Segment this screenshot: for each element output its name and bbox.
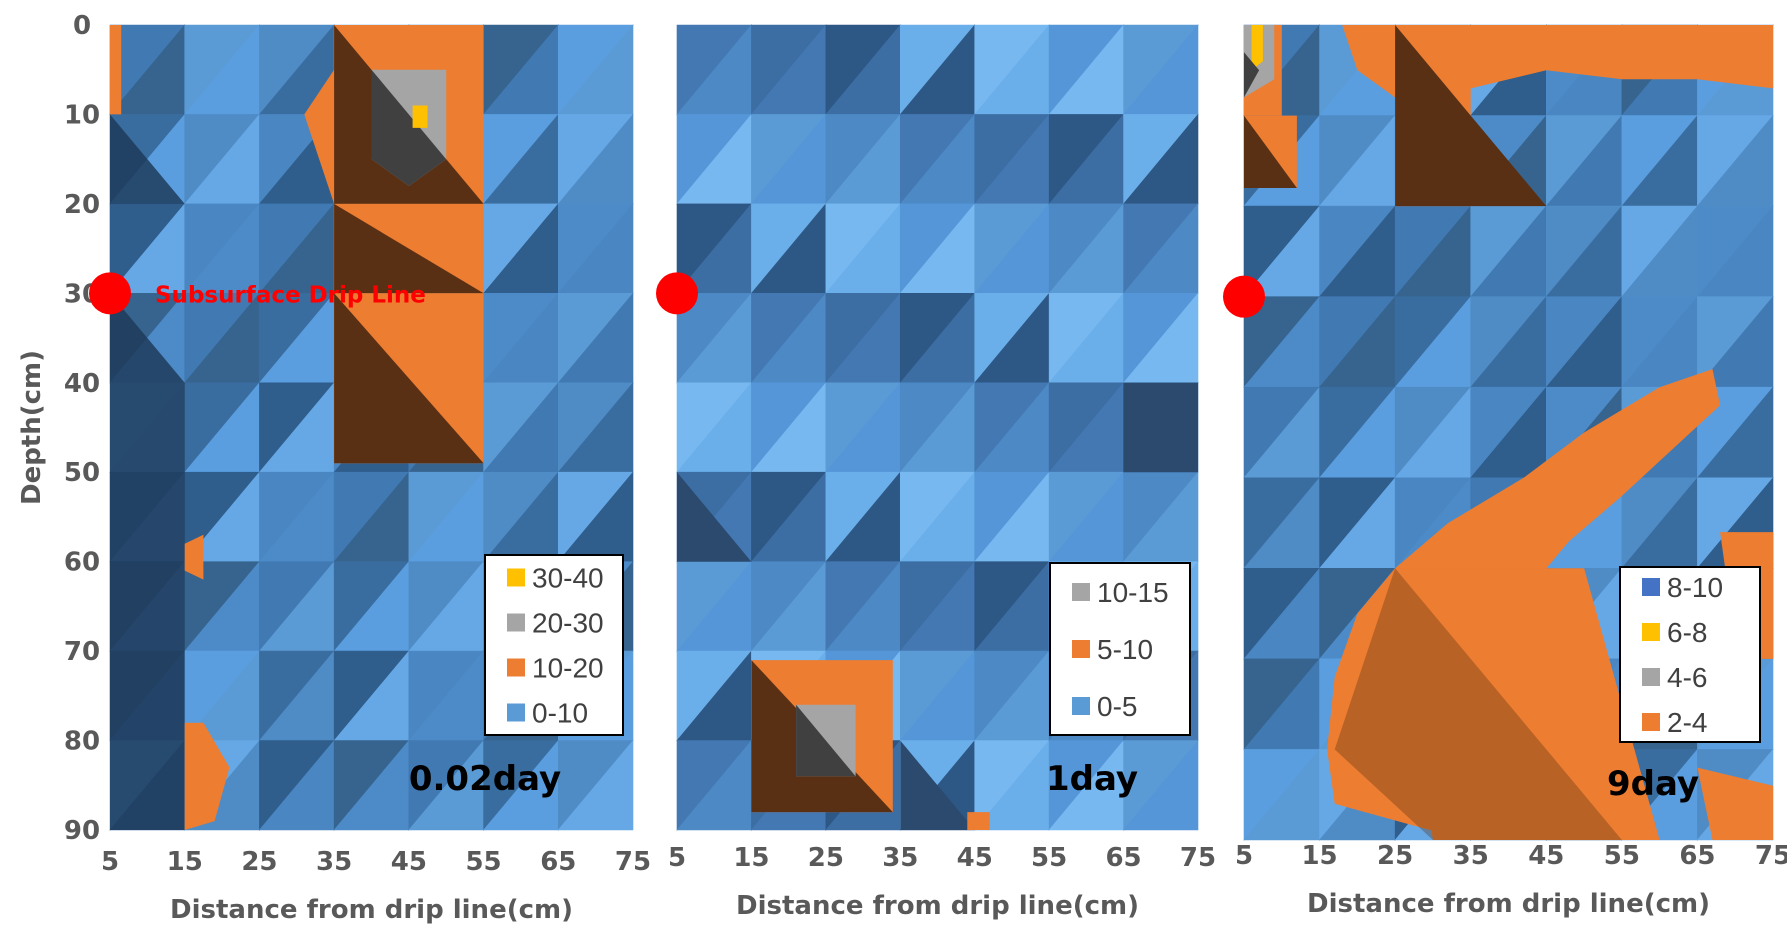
contour-region: [1395, 568, 1660, 840]
day-label: 1day: [1046, 759, 1138, 799]
x-axis-title: Distance from drip line(cm): [736, 891, 1139, 921]
y-tick-label: 50: [64, 458, 100, 488]
contour-region: [1334, 568, 1622, 840]
heatmap-panel: 5 15 25 35 45 55 65 75 Distance from drip line(c…: [17, 11, 651, 925]
contour-region: [1244, 52, 1260, 98]
contour-region: [1123, 382, 1198, 473]
legend-label: 20-30: [532, 608, 604, 639]
x-tick-label: 75: [615, 847, 651, 877]
x-tick-label: 25: [241, 847, 277, 877]
legend-label: 10-15: [1097, 577, 1169, 608]
x-axis-title: Distance from drip line(cm): [170, 895, 573, 925]
contour-region: [1395, 25, 1547, 207]
legend-label: 4-6: [1667, 662, 1707, 693]
x-tick-label: 5: [101, 847, 119, 877]
x-tick-label: 75: [1755, 841, 1787, 871]
legend-label: 0-10: [532, 698, 588, 729]
day-label: 0.02day: [409, 759, 561, 799]
legend-label: 8-10: [1667, 572, 1723, 603]
x-tick-label: 5: [1235, 841, 1253, 871]
drip-line-marker: [1223, 275, 1265, 318]
contour-region: [110, 114, 185, 204]
contour-region: [1697, 767, 1773, 840]
heatmap-cell: [557, 739, 634, 831]
day-label: 9day: [1607, 764, 1699, 804]
legend-swatch: [1642, 668, 1660, 686]
contour-region: [967, 812, 990, 830]
legend-label: 10-20: [532, 653, 604, 684]
contour-region: [796, 704, 856, 777]
y-tick-label: 70: [64, 637, 100, 667]
legend-swatch: [1642, 623, 1660, 641]
x-axis-title: Distance from drip line(cm): [1307, 889, 1710, 919]
contour-region: [677, 472, 752, 562]
contour-region: [371, 69, 447, 186]
contour-region: [110, 293, 185, 830]
x-tick-label: 45: [391, 847, 427, 877]
legend-swatch: [507, 658, 525, 677]
x-tick-label: 15: [167, 847, 203, 877]
legend-label: 6-8: [1667, 617, 1707, 648]
y-tick-label: 10: [64, 100, 100, 130]
y-tick-label: 40: [64, 369, 100, 399]
x-tick-label: 45: [1528, 841, 1564, 871]
x-tick-label: 65: [1679, 841, 1715, 871]
y-tick-label: 20: [64, 190, 100, 220]
x-tick-label: 55: [465, 847, 501, 877]
legend-swatch: [507, 568, 525, 587]
legend-label: 0-5: [1097, 691, 1137, 722]
x-tick-label: 25: [808, 843, 844, 873]
legend-swatch: [507, 703, 525, 722]
x-tick-label: 35: [1453, 841, 1489, 871]
x-tick-label: 5: [668, 843, 686, 873]
heatmap-cell: [1122, 739, 1199, 831]
legend-swatch: [1642, 713, 1660, 731]
x-tick-label: 15: [1301, 841, 1337, 871]
legend-label: 5-10: [1097, 634, 1153, 665]
x-tick-label: 15: [733, 843, 769, 873]
drip-line-marker: [656, 272, 698, 315]
legend-swatch: [507, 613, 525, 632]
heatmap-panel: 5 15 25 35 45 55 65 75 Distance from drip line(c…: [656, 24, 1216, 921]
x-tick-label: 65: [540, 847, 576, 877]
y-tick-label: 80: [64, 727, 100, 757]
y-tick-label: 90: [64, 816, 100, 846]
legend-swatch: [1072, 697, 1090, 715]
contour-region: [334, 293, 484, 464]
contour-region: [184, 534, 204, 580]
contour-region: [1244, 115, 1297, 188]
contour-region: [184, 722, 230, 830]
y-tick-label: 0: [73, 11, 91, 41]
legend-box: [1619, 566, 1761, 743]
legend-swatch: [1072, 583, 1090, 601]
contour-region: [900, 740, 975, 830]
contour-region: [110, 25, 122, 115]
legend-label: 30-40: [532, 563, 604, 594]
y-axis-title: Depth(cm): [17, 350, 47, 505]
legend-label: 2-4: [1667, 707, 1707, 738]
drip-line-annotation: Subsurface Drip Line: [155, 282, 426, 308]
x-tick-label: 75: [1180, 843, 1216, 873]
legend-swatch: [1072, 640, 1090, 658]
x-tick-label: 35: [882, 843, 918, 873]
x-tick-label: 35: [316, 847, 352, 877]
legend-swatch: [1642, 578, 1660, 596]
y-tick-label: 60: [64, 548, 100, 578]
contour-region: [334, 203, 484, 294]
contour-region: [412, 105, 428, 128]
x-tick-label: 65: [1105, 843, 1141, 873]
x-tick-label: 25: [1377, 841, 1413, 871]
x-tick-label: 45: [957, 843, 993, 873]
contour-region: [1251, 25, 1263, 71]
x-tick-label: 55: [1031, 843, 1067, 873]
drip-line-marker: [89, 272, 131, 315]
x-tick-label: 55: [1604, 841, 1640, 871]
heatmap-panel: 5 15 25 35 45 55 65 75 Distance from drip line(c…: [1223, 24, 1787, 919]
